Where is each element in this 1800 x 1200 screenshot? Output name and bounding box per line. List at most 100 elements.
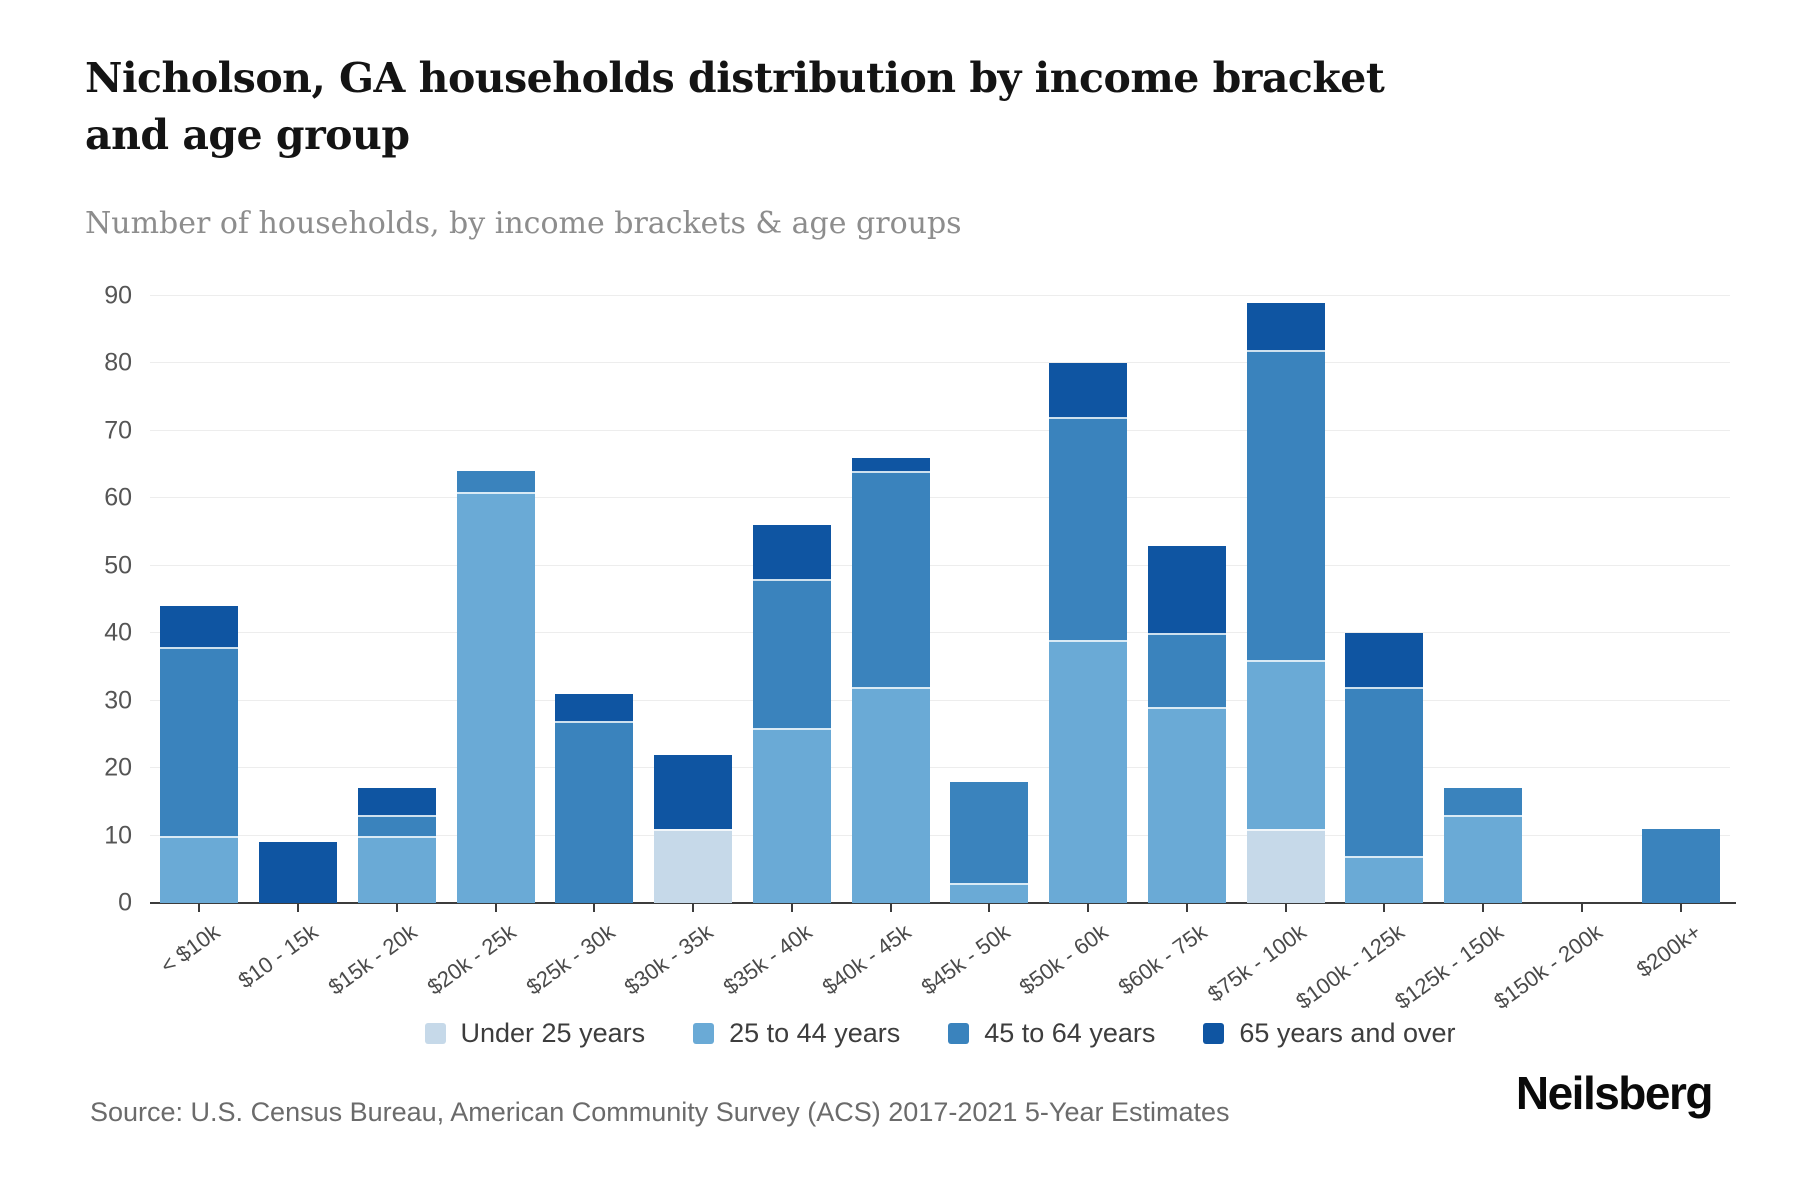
bar-segment[interactable] bbox=[752, 579, 831, 728]
bar-segment[interactable] bbox=[654, 754, 733, 829]
x-axis-tick bbox=[1383, 903, 1386, 912]
x-axis-tick bbox=[198, 903, 201, 912]
bar-segment[interactable] bbox=[1049, 363, 1128, 418]
bar-segment[interactable] bbox=[1246, 349, 1325, 661]
bar-segment[interactable] bbox=[654, 828, 733, 903]
stacked-bar bbox=[1543, 296, 1621, 903]
gridline-50 bbox=[150, 564, 1730, 566]
category-band: $60k - 75k bbox=[1114, 296, 1237, 1000]
x-axis-tick bbox=[1482, 903, 1485, 912]
legend-item[interactable]: 25 to 44 years bbox=[693, 1018, 900, 1049]
x-tick-label: $40k - 45k bbox=[817, 919, 916, 1000]
x-tick-label: $20k - 25k bbox=[422, 919, 521, 1000]
x-axis-tick bbox=[1284, 903, 1287, 912]
gridline-80 bbox=[150, 362, 1730, 364]
bar-segment[interactable] bbox=[357, 815, 436, 836]
bar-segment[interactable] bbox=[851, 687, 930, 903]
chart-title: Nicholson, GA households distribution by… bbox=[85, 54, 1385, 159]
bar-segment[interactable] bbox=[1345, 687, 1424, 856]
stacked-bar bbox=[752, 296, 831, 903]
legend-label: 65 years and over bbox=[1239, 1018, 1456, 1048]
bar-segment[interactable] bbox=[1147, 633, 1226, 708]
category-band: $100k - 125k bbox=[1291, 296, 1434, 1014]
x-tick-label: $10 - 15k bbox=[233, 919, 323, 994]
bar-segment[interactable] bbox=[357, 835, 436, 903]
category-band: $40k - 45k bbox=[818, 296, 940, 1000]
bar-segment[interactable] bbox=[456, 471, 535, 492]
stacked-bar bbox=[1246, 296, 1325, 903]
bar-segment[interactable] bbox=[1147, 545, 1226, 634]
x-tick-label: < $10k bbox=[155, 919, 225, 979]
stacked-bar bbox=[456, 296, 535, 903]
bar-segment[interactable] bbox=[851, 457, 930, 472]
x-axis-line bbox=[150, 902, 1736, 904]
bar-segment[interactable] bbox=[357, 788, 436, 816]
bar-segment[interactable] bbox=[1049, 417, 1128, 640]
y-tick-label-20: 20 bbox=[104, 753, 132, 782]
bar-segment[interactable] bbox=[160, 646, 239, 836]
gridline-90 bbox=[150, 295, 1730, 296]
bars-row: < $10k $10 - 15k $15k - 20k $20k - 25k $25k … bbox=[150, 296, 1730, 1014]
bar-segment[interactable] bbox=[1444, 788, 1523, 816]
x-axis-tick bbox=[889, 903, 892, 912]
legend-label: Under 25 years bbox=[460, 1018, 646, 1048]
legend-swatch bbox=[424, 1023, 446, 1044]
legend-item[interactable]: Under 25 years bbox=[424, 1018, 646, 1049]
x-tick-label: $125k - 150k bbox=[1390, 919, 1508, 1014]
x-tick-label: $60k - 75k bbox=[1113, 919, 1212, 1000]
stacked-bar bbox=[357, 296, 436, 903]
stacked-bar bbox=[1641, 296, 1720, 903]
stacked-bar bbox=[259, 296, 338, 903]
x-axis-tick bbox=[1185, 903, 1188, 912]
gridline-40 bbox=[150, 632, 1730, 634]
stacked-bar bbox=[851, 296, 930, 903]
bar-segment[interactable] bbox=[1345, 633, 1424, 688]
plot-area: < $10k $10 - 15k $15k - 20k $20k - 25k $25k … bbox=[104, 282, 1736, 1014]
bar-segment[interactable] bbox=[752, 727, 831, 903]
x-axis-tick bbox=[790, 903, 793, 912]
x-axis-tick bbox=[988, 903, 991, 912]
bar-segment[interactable] bbox=[259, 842, 338, 903]
y-tick-label-50: 50 bbox=[104, 551, 132, 580]
bar-segment[interactable] bbox=[1345, 855, 1424, 903]
x-axis-tick bbox=[1679, 903, 1682, 912]
bar-segment[interactable] bbox=[851, 471, 930, 688]
legend-item[interactable]: 65 years and over bbox=[1203, 1018, 1456, 1049]
bar-segment[interactable] bbox=[1147, 707, 1226, 903]
x-tick-label: $25k - 30k bbox=[521, 919, 620, 1000]
source-note: Source: U.S. Census Bureau, American Com… bbox=[90, 1097, 1230, 1127]
x-tick-label: $150k - 200k bbox=[1488, 919, 1607, 1014]
category-band: $25k - 30k bbox=[521, 296, 644, 1000]
x-axis-tick bbox=[692, 903, 695, 912]
chart-subtitle: Number of households, by income brackets… bbox=[85, 206, 962, 241]
bar-segment[interactable] bbox=[1444, 815, 1523, 903]
bar-segment[interactable] bbox=[950, 781, 1029, 883]
bar-segment[interactable] bbox=[555, 720, 634, 903]
legend-item[interactable]: 45 to 64 years bbox=[948, 1018, 1155, 1049]
bar-segment[interactable] bbox=[160, 606, 239, 647]
category-band: $30k - 35k bbox=[620, 296, 743, 1000]
bar-segment[interactable] bbox=[1246, 302, 1325, 350]
x-tick-label: $100k - 125k bbox=[1291, 919, 1410, 1014]
bar-segment[interactable] bbox=[1049, 639, 1128, 903]
bar-segment[interactable] bbox=[1246, 828, 1325, 903]
bar-segment[interactable] bbox=[555, 693, 634, 721]
stacked-bar bbox=[160, 296, 239, 903]
bar-segment[interactable] bbox=[456, 491, 535, 903]
legend: Under 25 years 25 to 44 years 45 to 64 yea… bbox=[150, 1018, 1730, 1049]
category-band: $45k - 50k bbox=[916, 296, 1039, 1000]
x-axis-tick bbox=[494, 903, 497, 912]
gridline-30 bbox=[150, 699, 1730, 701]
category-band: $125k - 150k bbox=[1390, 296, 1533, 1014]
bar-segment[interactable] bbox=[160, 835, 239, 903]
bar-segment[interactable] bbox=[1641, 828, 1720, 903]
bar-segment[interactable] bbox=[950, 882, 1029, 903]
category-band: $35k - 40k bbox=[719, 296, 842, 1000]
x-tick-label: $30k - 35k bbox=[620, 919, 718, 1000]
bar-segment[interactable] bbox=[1246, 660, 1325, 829]
x-axis-tick bbox=[395, 903, 398, 912]
bar-segment[interactable] bbox=[752, 525, 831, 580]
gridline-10 bbox=[150, 834, 1730, 836]
x-tick-label: $35k - 40k bbox=[718, 919, 817, 1000]
stacked-bar bbox=[555, 296, 634, 903]
